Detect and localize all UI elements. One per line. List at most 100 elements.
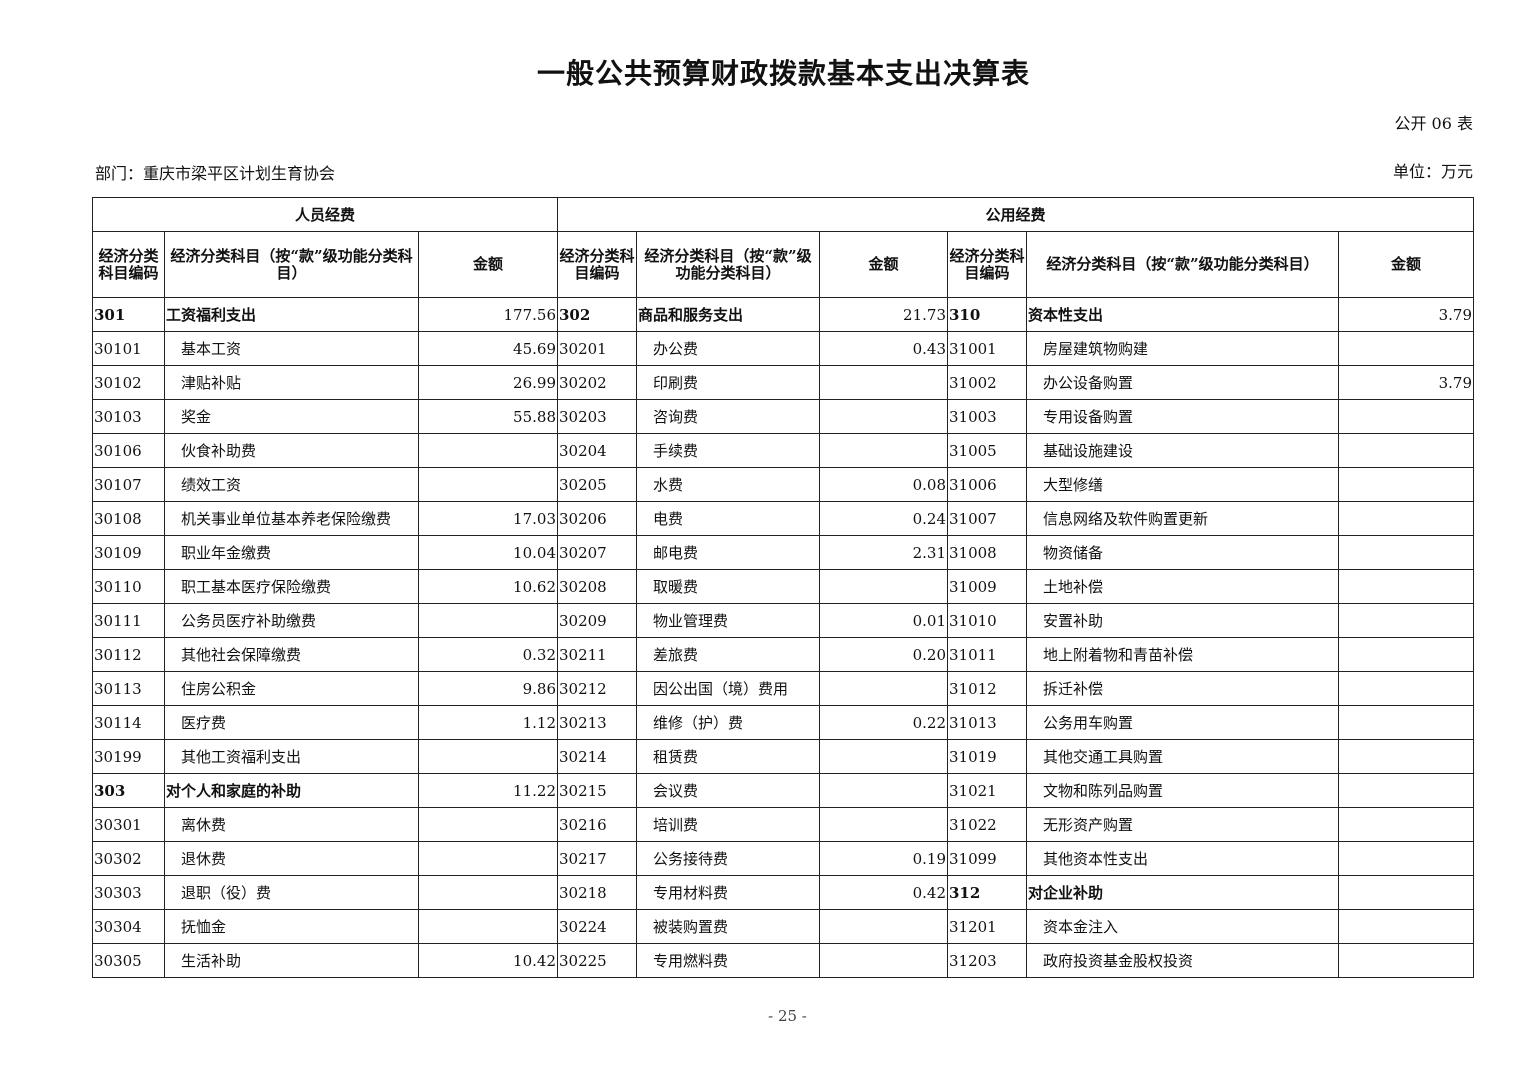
code-cell: 31022 <box>947 807 1027 842</box>
unit-label: 单位：万元 <box>1392 162 1473 181</box>
item-name-cell: 专用设备购置 <box>1026 399 1339 434</box>
item-name-cell: 其他资本性支出 <box>1026 841 1339 876</box>
item-name-cell: 因公出国（境）费用 <box>636 671 820 706</box>
item-name-cell: 专用材料费 <box>636 875 820 910</box>
item-name-cell: 商品和服务支出 <box>636 297 820 332</box>
amount-cell <box>418 603 558 638</box>
column-header-amount: 金额 <box>819 231 948 298</box>
item-name-cell: 拆迁补偿 <box>1026 671 1339 706</box>
item-name-cell: 电费 <box>636 501 820 536</box>
item-name-cell: 取暖费 <box>636 569 820 604</box>
amount-cell: 2.31 <box>819 535 948 570</box>
item-name-cell: 绩效工资 <box>164 467 419 502</box>
code-cell: 30205 <box>557 467 637 502</box>
code-cell: 31003 <box>947 399 1027 434</box>
code-cell: 30112 <box>92 637 165 672</box>
code-cell: 30203 <box>557 399 637 434</box>
code-cell: 30204 <box>557 433 637 468</box>
amount-cell <box>1338 467 1474 502</box>
code-cell: 30108 <box>92 501 165 536</box>
amount-cell <box>1338 909 1474 944</box>
code-cell: 310 <box>947 297 1027 332</box>
amount-cell <box>819 671 948 706</box>
code-cell: 30215 <box>557 773 637 808</box>
table-row: 303 对个人和家庭的补助 11.22 30215 会议费 31021 文物和陈列品购置 <box>92 773 1474 808</box>
amount-cell <box>1338 875 1474 910</box>
code-cell: 30202 <box>557 365 637 400</box>
amount-cell <box>1338 331 1474 366</box>
item-name-cell: 物资储备 <box>1026 535 1339 570</box>
amount-cell <box>1338 671 1474 706</box>
code-cell: 30109 <box>92 535 165 570</box>
amount-cell <box>1338 603 1474 638</box>
table-row: 30108 机关事业单位基本养老保险缴费 17.03 30206 电费 0.24 31007… <box>92 501 1474 536</box>
amount-cell <box>418 841 558 876</box>
item-name-cell: 其他交通工具购置 <box>1026 739 1339 774</box>
amount-cell <box>819 399 948 434</box>
code-cell: 30111 <box>92 603 165 638</box>
amount-cell: 0.01 <box>819 603 948 638</box>
table-row: 30112 其他社会保障缴费 0.32 30211 差旅费 0.20 31011 地上附着物和… <box>92 637 1474 672</box>
amount-cell <box>819 365 948 400</box>
column-header-code: 经济分类科目编码 <box>557 231 637 298</box>
item-name-cell: 津贴补贴 <box>164 365 419 400</box>
item-name-cell: 培训费 <box>636 807 820 842</box>
item-name-cell: 咨询费 <box>636 399 820 434</box>
amount-cell: 0.22 <box>819 705 948 740</box>
table-row: 30106 伙食补助费 30204 手续费 31005 基础设施建设 <box>92 433 1474 468</box>
item-name-cell: 退休费 <box>164 841 419 876</box>
amount-cell <box>1338 943 1474 978</box>
table-row: 30113 住房公积金 9.86 30212 因公出国（境）费用 31012 拆迁补偿 <box>92 671 1474 706</box>
amount-cell <box>819 433 948 468</box>
code-cell: 30211 <box>557 637 637 672</box>
code-cell: 30201 <box>557 331 637 366</box>
amount-cell: 0.24 <box>819 501 948 536</box>
amount-cell <box>819 739 948 774</box>
amount-cell <box>1338 569 1474 604</box>
item-name-cell: 房屋建筑物购建 <box>1026 331 1339 366</box>
amount-cell: 17.03 <box>418 501 558 536</box>
page-title: 一般公共预算财政拨款基本支出决算表 <box>536 57 1030 90</box>
table-row: 30110 职工基本医疗保险缴费 10.62 30208 取暖费 31009 土地补偿 <box>92 569 1474 604</box>
code-cell: 30305 <box>92 943 165 978</box>
table-row: 30107 绩效工资 30205 水费 0.08 31006 大型修缮 <box>92 467 1474 502</box>
column-header-code: 经济分类科目编码 <box>92 231 165 298</box>
code-cell: 30207 <box>557 535 637 570</box>
amount-cell: 0.43 <box>819 331 948 366</box>
amount-cell: 3.79 <box>1338 297 1474 332</box>
table-row: 30199 其他工资福利支出 30214 租赁费 31019 其他交通工具购置 <box>92 739 1474 774</box>
amount-cell: 0.19 <box>819 841 948 876</box>
column-header-amount: 金额 <box>1338 231 1474 298</box>
column-header-amount: 金额 <box>418 231 558 298</box>
item-name-cell: 公务接待费 <box>636 841 820 876</box>
table-row: 30101 基本工资 45.69 30201 办公费 0.43 31001 房屋建筑物购建 <box>92 331 1474 366</box>
amount-cell: 0.32 <box>418 637 558 672</box>
code-cell: 30103 <box>92 399 165 434</box>
code-cell: 30208 <box>557 569 637 604</box>
amount-cell: 0.20 <box>819 637 948 672</box>
item-name-cell: 大型修缮 <box>1026 467 1339 502</box>
table-number: 公开 06 表 <box>1394 114 1473 133</box>
code-cell: 31002 <box>947 365 1027 400</box>
amount-cell <box>418 875 558 910</box>
code-cell: 30217 <box>557 841 637 876</box>
amount-cell: 177.56 <box>418 297 558 332</box>
item-name-cell: 办公设备购置 <box>1026 365 1339 400</box>
code-cell: 30302 <box>92 841 165 876</box>
item-name-cell: 被装购置费 <box>636 909 820 944</box>
item-name-cell: 土地补偿 <box>1026 569 1339 604</box>
table-row: 30303 退职（役）费 30218 专用材料费 0.42 312 对企业补助 <box>92 875 1474 910</box>
item-name-cell: 水费 <box>636 467 820 502</box>
group-header-public: 公用经费 <box>557 197 1474 232</box>
amount-cell: 3.79 <box>1338 365 1474 400</box>
amount-cell <box>819 943 948 978</box>
item-name-cell: 文物和陈列品购置 <box>1026 773 1339 808</box>
code-cell: 30304 <box>92 909 165 944</box>
item-name-cell: 其他工资福利支出 <box>164 739 419 774</box>
table-row: 30114 医疗费 1.12 30213 维修（护）费 0.22 31013 公务用车购置 <box>92 705 1474 740</box>
amount-cell <box>819 807 948 842</box>
code-cell: 30114 <box>92 705 165 740</box>
table-row: 30102 津贴补贴 26.99 30202 印刷费 31002 办公设备购置 3.79 <box>92 365 1474 400</box>
amount-cell <box>1338 399 1474 434</box>
item-name-cell: 基础设施建设 <box>1026 433 1339 468</box>
